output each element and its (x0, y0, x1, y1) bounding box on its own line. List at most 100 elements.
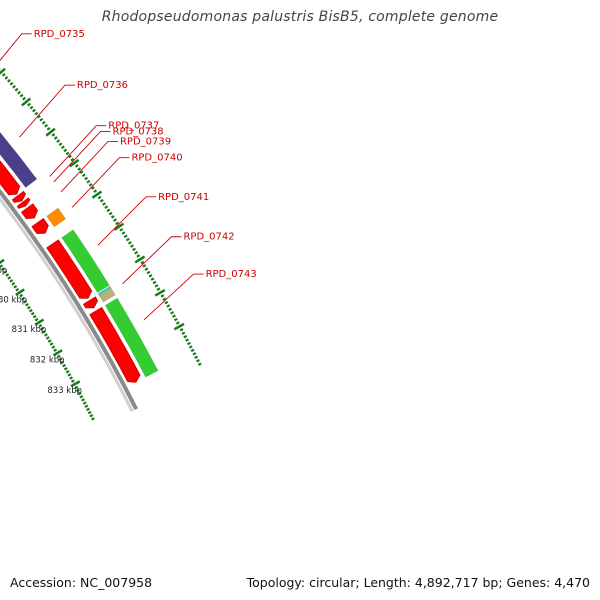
scale-dot-outer (53, 136, 58, 140)
scale-dot-outer (183, 334, 188, 339)
scale-dot-outer (36, 114, 41, 119)
scale-major-tick-outer (0, 67, 6, 75)
scale-dot-outer (102, 202, 106, 206)
scale-dot-outer (27, 102, 31, 107)
cog-block (61, 229, 110, 294)
scale-dot (47, 339, 52, 343)
cog-block (0, 131, 38, 188)
scale-major-tick (15, 288, 25, 296)
scale-dot (65, 370, 70, 374)
scale-dot-outer (51, 133, 56, 137)
gene-leader-line (97, 196, 157, 246)
scale-dot (15, 287, 20, 292)
scale-dot-outer (90, 186, 95, 190)
scale-dot-outer (22, 96, 26, 101)
scale-dot (86, 407, 90, 412)
scale-tick-label: 832 kbp (30, 355, 65, 365)
scale-dot-outer (6, 78, 11, 83)
scale-dot (76, 388, 80, 393)
scale-dot-outer (170, 311, 175, 315)
scale-dot-outer (97, 195, 102, 200)
scale-major-tick (0, 258, 5, 265)
scale-dot-outer (185, 338, 190, 342)
scale-dot-outer (77, 167, 82, 171)
scale-dot-outer (192, 352, 197, 356)
backbone-arc (0, 188, 138, 411)
scale-dot (32, 314, 37, 319)
cds-arrow (11, 190, 27, 203)
scale-dot-outer (88, 183, 93, 187)
scale-major-tick (52, 349, 63, 357)
scale-dot (21, 296, 26, 301)
scale-dot (45, 336, 50, 340)
scale-dot (67, 373, 72, 377)
scale-dot-outer (156, 287, 161, 291)
scale-dot (91, 417, 95, 421)
scale-dot (82, 401, 87, 405)
scale-dot-outer (56, 139, 61, 143)
cds-arrow (82, 296, 99, 309)
scale-dot (84, 404, 89, 408)
scale-dot-outer (65, 151, 70, 156)
scale-dot-outer (148, 274, 153, 278)
scale-dot (74, 385, 79, 390)
scale-dot (26, 305, 31, 310)
gene-leader-line (0, 33, 32, 62)
scale-dot-outer (123, 234, 128, 239)
scale-tick-label: 830 kbp (0, 295, 27, 305)
scale-dot-outer (14, 87, 19, 92)
scale-dot-outer (173, 317, 178, 322)
scale-dot (51, 345, 56, 349)
scale-major-tick-outer (45, 127, 56, 137)
gene-leader-line (53, 130, 111, 183)
scale-dot (13, 284, 18, 289)
scale-dot-outer (110, 214, 115, 219)
scale-dot-outer (67, 154, 72, 159)
scale-dot-outer (113, 218, 117, 222)
scale-dot (81, 398, 85, 402)
gene-label: RPD_0740 (131, 153, 182, 164)
scale-dot (63, 366, 68, 371)
scale-dot-outer (121, 231, 126, 235)
scale-dot (56, 354, 61, 359)
scale-major-tick-outer (91, 190, 103, 199)
scale-dot (3, 270, 8, 274)
scale-major-tick-outer (134, 255, 146, 264)
scale-dot-outer (115, 221, 120, 226)
gene-leader-line (60, 141, 118, 193)
scale-dot (9, 279, 14, 283)
gene-label: RPD_0741 (158, 192, 209, 203)
scale-dot (38, 323, 43, 328)
gene-leader-line (49, 125, 107, 177)
scale-dot (28, 308, 33, 313)
scale-dot-outer (86, 179, 91, 184)
gene-label: RPD_0737 (108, 121, 159, 132)
scale-dot-outer (41, 120, 46, 125)
gene-label: RPD_0735 (34, 29, 85, 40)
scale-dot (30, 311, 35, 316)
scale-dot-outer (70, 157, 75, 162)
gene-label: RPD_0743 (206, 269, 257, 280)
scale-dot-outer (81, 173, 86, 178)
scale-dot-outer (127, 241, 132, 245)
scale-tick-label: 829 kbp (0, 266, 7, 276)
scale-dot (77, 391, 82, 396)
scale-dot (58, 357, 63, 362)
scale-dot (70, 379, 75, 383)
scale-dot-outer (104, 205, 109, 209)
backbone-shadow (0, 196, 134, 412)
scale-dot-outer (150, 277, 155, 281)
scale-major-tick (70, 380, 81, 388)
scale-dot-outer (154, 284, 159, 288)
scale-dot-outer (32, 108, 36, 113)
scale-dot (0, 264, 4, 268)
cds-arrow (46, 239, 93, 299)
scale-dot-outer (125, 237, 130, 242)
scale-dot-outer (172, 314, 176, 318)
gene-labels: RPD_0733RPD_0734RPD_0735RPD_0736RPD_0737… (0, 29, 257, 321)
scale-dot-outer (186, 341, 191, 346)
scale-dot-outer (79, 170, 84, 175)
scale-dot (40, 327, 45, 331)
scale-dot-outer (140, 260, 145, 265)
scale-dot-outer (188, 345, 193, 349)
